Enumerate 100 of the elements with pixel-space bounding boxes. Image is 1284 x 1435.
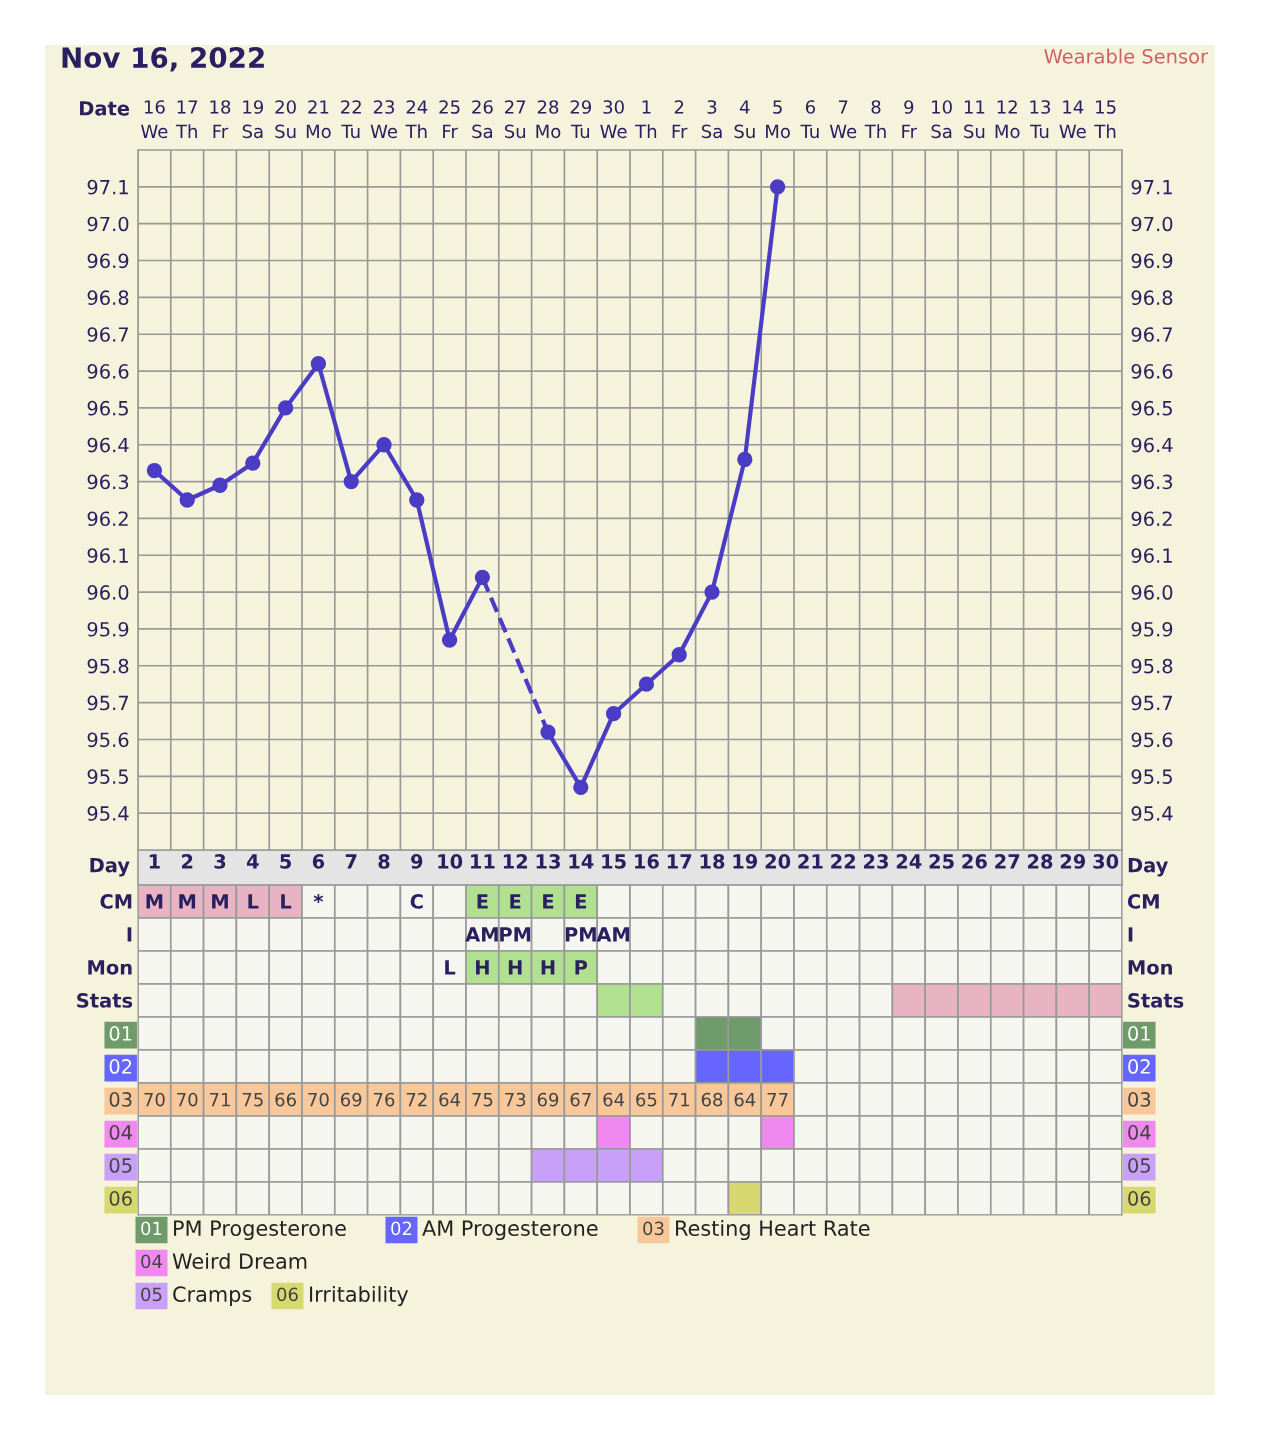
x-tick-label: 15 — [602, 854, 626, 869]
text: C — [410, 894, 423, 909]
point — [441, 632, 458, 648]
text: 70 — [177, 1092, 198, 1107]
y-tick-label: 96.0 — [87, 585, 129, 600]
point — [573, 779, 589, 796]
x-tick-label: 15 Th — [1094, 100, 1116, 138]
text: 75 — [242, 1092, 263, 1107]
x-tick-label: 21 Mo — [306, 100, 331, 139]
text: M — [179, 894, 196, 909]
point — [376, 437, 392, 453]
point — [737, 451, 753, 468]
text: Cramps — [173, 1286, 252, 1307]
text: AM Progesterone — [422, 1220, 598, 1241]
y-tick-label: I — [1128, 927, 1133, 942]
x-tick-label: 20 — [765, 854, 791, 869]
x-tick-label: 18 Fr — [210, 100, 231, 138]
text: L — [281, 894, 292, 909]
x-tick-label: 19 Sa — [242, 100, 264, 139]
category-label: 05 — [141, 1287, 162, 1302]
text: 64 — [734, 1092, 756, 1107]
text: H — [541, 960, 555, 975]
y-tick-label: 06 — [1128, 1191, 1151, 1206]
text: H — [476, 960, 489, 975]
x-tick-label: 11 — [471, 854, 495, 869]
x-tick-label: 13 Tu — [1030, 100, 1051, 139]
x-tick-label: 7 — [345, 854, 357, 869]
y-tick-label: 96.4 — [87, 437, 129, 453]
x-tick-label: 2 Fr — [672, 100, 688, 138]
x-tick-label: 14 We — [1059, 100, 1086, 139]
y-tick-label: 96.8 — [87, 290, 129, 306]
x-tick-label: 13 — [536, 854, 560, 869]
text: E — [510, 894, 521, 909]
text: M — [212, 894, 228, 909]
text: H — [508, 960, 522, 975]
chart-subtitle: Wearable Sensor — [1044, 48, 1208, 64]
y-tick-label: 97.1 — [87, 179, 128, 195]
text: 64 — [603, 1092, 625, 1107]
x-tick-label: 27 Su — [504, 100, 526, 139]
point — [277, 400, 294, 416]
x-axis-title: Date — [80, 101, 130, 116]
text: L — [445, 960, 456, 975]
point — [310, 356, 327, 372]
x-tick-label: 25 — [929, 854, 954, 869]
text: E — [543, 894, 554, 909]
point — [245, 455, 261, 471]
point — [179, 492, 195, 508]
x-tick-label: 6 — [312, 854, 325, 869]
text: E — [575, 894, 587, 909]
x-tick-label: 12 — [503, 854, 528, 869]
text: 66 — [275, 1092, 296, 1107]
x-tick-label: 14 — [569, 854, 594, 869]
x-tick-label: 30 — [1093, 854, 1119, 869]
x-tick-label: 29 Tu — [570, 100, 592, 139]
x-tick-label: 21 — [798, 854, 823, 869]
text: Day — [90, 858, 130, 877]
x-tick-label: 4 — [246, 854, 259, 869]
x-tick-label: 19 — [733, 854, 758, 869]
text: PM — [565, 927, 596, 942]
y-tick-label: 96.1 — [87, 548, 128, 563]
text: 64 — [439, 1092, 461, 1107]
y-tick-label: 95.5 — [87, 769, 128, 784]
point — [146, 462, 163, 479]
x-tick-label: 28 Mo — [536, 100, 561, 139]
y-tick-label: 95.9 — [87, 621, 129, 637]
text: M — [146, 894, 163, 909]
y-tick-label: 97.0 — [87, 216, 129, 232]
x-tick-label: 1 — [149, 854, 160, 869]
text: 76 — [373, 1092, 395, 1107]
x-tick-label: 18 — [700, 854, 725, 869]
x-tick-label: 5 — [280, 854, 292, 869]
x-tick-label: 10 Sa — [931, 100, 952, 139]
x-tick-label: 7 We — [829, 100, 857, 139]
text: 73 — [505, 1092, 526, 1107]
text: AM — [596, 927, 629, 942]
text: 68 — [701, 1092, 723, 1107]
point — [409, 492, 425, 508]
category-label: 06 — [277, 1287, 298, 1302]
category-label: 04 — [141, 1254, 162, 1269]
y-tick-label: 96.9 — [87, 253, 129, 269]
point — [638, 676, 655, 692]
y-tick-label: 02 — [1128, 1059, 1150, 1074]
x-tick-label: 27 — [995, 854, 1020, 869]
y-tick-label: 96.5 — [87, 400, 128, 416]
x-tick-label: 23 — [864, 854, 888, 869]
text: E — [477, 894, 488, 909]
y-tick-label: 95.6 — [87, 732, 129, 748]
x-tick-label: 16 — [635, 854, 659, 869]
x-tick-label: 11 Su — [964, 100, 985, 139]
text: P — [575, 960, 588, 975]
x-axis-title: Day — [1128, 858, 1168, 877]
point — [671, 647, 687, 663]
x-tick-label: 17 Th — [175, 100, 198, 138]
text: Irritability — [310, 1285, 409, 1307]
x-tick-label: 5 Mo — [766, 100, 790, 139]
point — [343, 473, 359, 490]
point — [605, 706, 622, 722]
y-tick-label: 96.2 — [87, 511, 128, 527]
y-tick-label: 01 — [1128, 1026, 1150, 1041]
y-tick-label: Stats — [1128, 993, 1184, 1008]
